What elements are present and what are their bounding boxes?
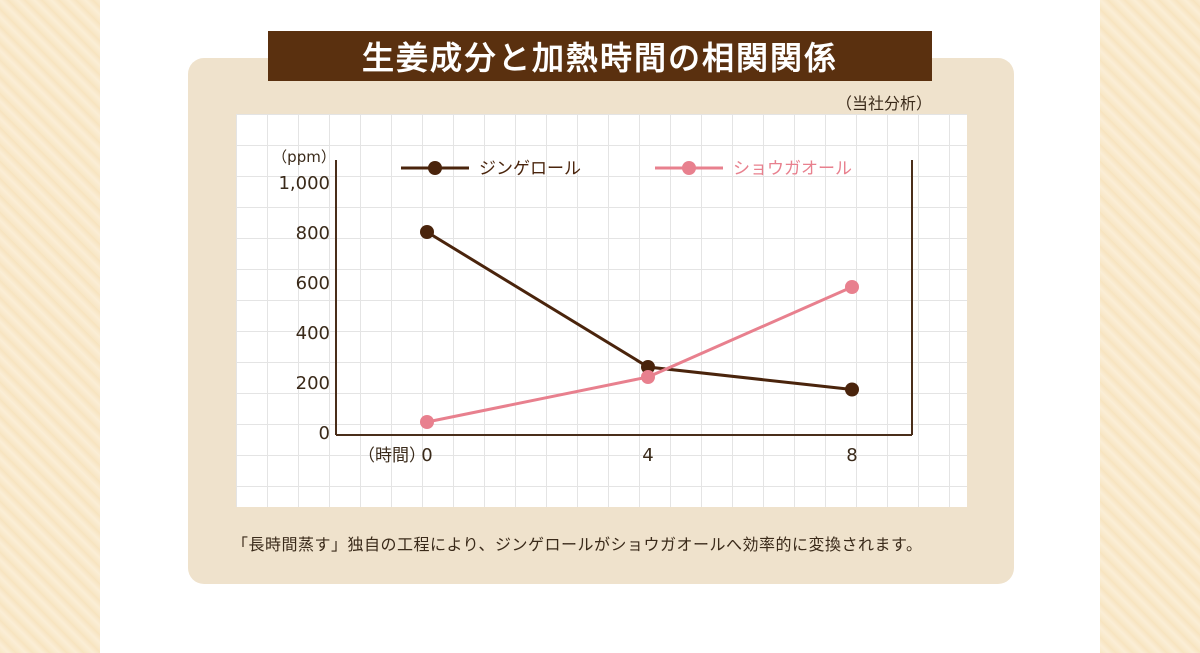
data-point [420,225,434,239]
x-tick-label: 0 [421,445,432,466]
legend-label: ショウガオール [733,159,852,179]
x-unit-label: （時間） [358,446,426,466]
y-tick-label: 400 [296,323,330,344]
chart-title: 生姜成分と加熱時間の相関関係 [268,31,932,81]
chart-axes [335,160,913,436]
chart-legend: ジンゲロール ショウガオール [401,159,852,179]
data-point [641,360,655,374]
source-note: （当社分析） [835,94,932,113]
series-line-1 [426,285,853,424]
x-tick-label: 4 [642,445,653,466]
legend-marker [428,161,442,175]
series-line-0 [426,230,853,391]
right-background-strip [1100,0,1200,653]
x-tick-label: 8 [846,445,857,466]
data-point [420,415,434,429]
legend-marker [682,161,696,175]
y-tick-label: 200 [296,373,330,394]
chart-caption: 「長時間蒸す」独自の工程により、ジンゲロールがショウガオールへ効率的に変換されま… [232,535,923,554]
legend-label: ジンゲロール [479,159,581,179]
data-point [845,382,859,397]
y-tick-label: 1,000 [278,173,330,194]
y-unit-label: （ppm） [272,148,336,166]
chart-grid-background [236,114,967,507]
data-point [845,280,859,294]
left-background-strip [0,0,100,653]
data-point [641,370,655,384]
y-tick-label: 600 [296,273,330,294]
y-tick-label: 0 [319,423,330,444]
series-lines [420,225,859,429]
y-tick-label: 800 [296,223,330,244]
